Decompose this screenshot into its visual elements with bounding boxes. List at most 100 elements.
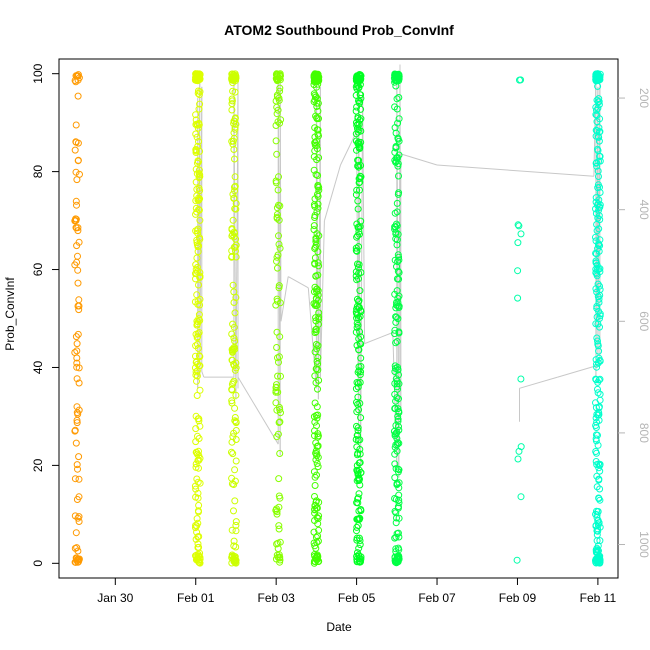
data-point	[311, 212, 319, 219]
data-point	[192, 147, 200, 155]
data-point	[311, 418, 319, 426]
data-point	[194, 507, 202, 515]
data-point	[192, 358, 200, 366]
data-point	[313, 345, 321, 353]
data-point	[71, 349, 79, 356]
data-point	[394, 405, 402, 413]
data-point	[394, 415, 402, 423]
data-point	[353, 247, 361, 255]
y-tick-label: 0	[31, 560, 45, 567]
data-point	[355, 144, 363, 152]
data-point	[394, 267, 402, 275]
data-point	[592, 111, 600, 119]
data-point	[352, 130, 360, 138]
data-point	[74, 330, 82, 338]
data-point	[72, 554, 80, 562]
data-point	[72, 439, 80, 447]
depth-trace-segment	[364, 332, 393, 345]
data-point	[71, 512, 79, 520]
data-point	[74, 71, 82, 79]
data-point	[595, 240, 603, 248]
data-point	[393, 338, 401, 345]
data-point	[192, 425, 200, 433]
data-point	[357, 72, 365, 80]
points-layer	[71, 70, 604, 567]
data-point	[194, 124, 202, 132]
data-point	[73, 416, 81, 424]
data-point	[395, 409, 403, 416]
data-point	[356, 98, 364, 106]
data-point	[192, 178, 200, 186]
data-point	[275, 525, 283, 533]
data-point	[273, 508, 281, 516]
data-point	[230, 146, 238, 153]
data-point	[72, 215, 80, 223]
data-point	[193, 321, 201, 329]
data-point	[593, 313, 601, 321]
data-point	[196, 187, 204, 195]
data-point	[311, 493, 318, 500]
data-point	[192, 76, 200, 84]
data-point	[230, 228, 238, 236]
data-point	[73, 544, 81, 552]
data-point	[594, 320, 602, 328]
data-point	[593, 483, 601, 491]
data-point	[231, 466, 239, 474]
data-point	[196, 386, 204, 394]
depth-trace-segment	[400, 153, 438, 166]
data-point	[312, 341, 320, 348]
data-point	[394, 417, 402, 425]
data-point	[75, 238, 83, 246]
data-point	[355, 97, 362, 105]
data-point	[229, 216, 237, 224]
data-point	[395, 371, 402, 379]
data-point	[231, 155, 238, 163]
data-point	[232, 518, 240, 526]
data-point	[592, 404, 600, 412]
data-point	[593, 304, 601, 312]
data-point	[273, 510, 281, 518]
data-point	[395, 151, 403, 159]
data-point	[73, 176, 81, 184]
data-point	[356, 178, 364, 186]
data-point	[275, 173, 282, 181]
data-point	[195, 105, 203, 113]
data-point	[231, 414, 239, 421]
data-point	[392, 158, 400, 165]
data-point	[275, 551, 283, 559]
data-point	[231, 183, 238, 191]
x-axis-label: Date	[326, 620, 352, 634]
data-point	[353, 443, 361, 451]
data-point	[314, 430, 322, 438]
data-point	[391, 495, 399, 502]
data-point	[392, 235, 400, 243]
data-point	[595, 354, 603, 362]
data-point	[311, 399, 319, 407]
data-point	[354, 549, 361, 557]
data-point	[354, 379, 362, 387]
data-point	[192, 524, 199, 532]
data-point	[272, 137, 280, 145]
data-point	[596, 183, 603, 191]
x-tick-label: Jan 30	[97, 591, 133, 605]
data-point	[394, 504, 402, 512]
data-point	[513, 556, 521, 564]
data-point	[515, 222, 523, 230]
data-point	[356, 475, 363, 483]
data-point	[395, 491, 403, 499]
data-point	[594, 214, 602, 222]
data-point	[230, 507, 237, 515]
data-point	[592, 233, 599, 241]
data-point	[75, 302, 83, 310]
data-point	[395, 253, 403, 261]
data-point	[231, 559, 239, 566]
data-point	[231, 417, 239, 425]
data-point	[310, 166, 318, 174]
data-point	[312, 272, 320, 280]
data-point	[195, 552, 203, 560]
x-tick-label: Feb 03	[257, 591, 295, 605]
data-point	[275, 232, 282, 240]
data-point	[595, 225, 603, 233]
data-point	[355, 83, 363, 91]
data-point	[313, 288, 321, 296]
